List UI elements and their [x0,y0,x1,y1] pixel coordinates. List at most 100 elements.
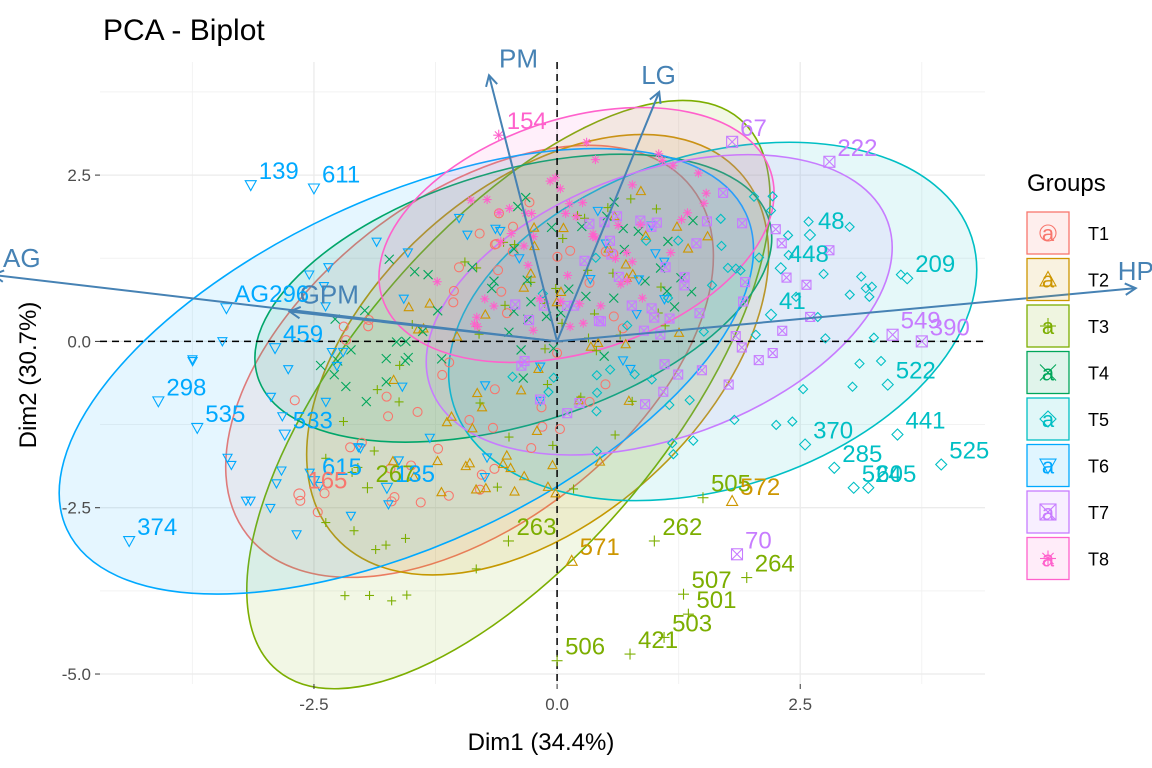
observation-point [451,330,463,341]
observation-point [636,220,646,230]
observation-point [765,205,777,216]
observation-point [701,216,712,227]
observation-point [608,293,619,304]
y-tick-label: -5.0 [62,665,91,684]
observation-point [424,433,436,444]
observation-point [276,412,288,422]
observation-point [437,369,448,381]
observation-label: 522 [896,358,936,385]
observation-point [633,226,644,237]
legend-item-t7: a T7 [1026,490,1109,534]
observation-point [388,374,400,385]
observation-label: 139 [259,158,299,185]
observation-point [649,249,661,259]
observation-point [702,230,714,241]
observation-point [565,322,575,332]
observation-point [627,257,637,267]
observation-point [591,369,603,381]
observation-point [679,280,690,291]
observation-point [722,262,734,274]
observation-label: 267 [375,461,415,488]
observation-point [489,276,499,287]
observation-point [561,208,571,218]
observation-point [340,381,351,392]
axis-ticks: -2.5 0.0 2.5 2.5 0.0 -2.5 -5.0 [62,166,812,714]
legend-key-glyph: a [1042,500,1055,525]
observation-point [513,254,525,264]
labeled-observation-point [798,438,812,451]
observation-point [550,173,560,183]
observation-point [466,422,478,433]
legend: a T1 a T2 a T3 a T4 a T5 a T6 a T7 a T8 [1026,211,1109,581]
observation-point [622,276,632,286]
observation-point [620,338,632,349]
observation-point [489,384,500,395]
observation-point [466,195,476,205]
observation-point [723,379,734,390]
observation-point [528,221,540,232]
observation-label: 41 [779,288,806,315]
observation-point [291,530,303,540]
observation-point [509,244,519,254]
observation-point [356,437,367,448]
observation-label: 525 [949,437,989,464]
observation-point [770,224,781,235]
observation-point [797,383,809,395]
legend-label: T1 [1088,224,1109,244]
observation-point [509,485,520,496]
observation-point [787,416,798,427]
observation-point [548,343,559,354]
observation-point [446,410,457,421]
observation-point [554,424,565,435]
observation-point [520,192,531,203]
observation-point [393,456,405,467]
observation-point [387,455,399,466]
labeled-observation-point [293,488,306,501]
observation-point [535,294,545,304]
observation-point [654,149,664,159]
labeled-observation-point [725,494,739,507]
observation-point [625,364,636,375]
observation-point [504,432,514,442]
observation-point [770,419,782,431]
observation-point [526,443,537,454]
observation-point [534,362,546,373]
observation-point [453,262,465,273]
observation-point [604,364,616,375]
observation-point [222,453,233,464]
labeled-observation-point [900,271,914,285]
y-tick-label: 0.0 [67,332,91,351]
labeled-observation-point [726,135,739,148]
observation-point [551,283,561,293]
observation-point [441,416,453,427]
observation-point [391,337,402,347]
observation-point [660,262,671,273]
observation-point [701,188,711,198]
observation-point [365,590,375,600]
observation-point [453,213,465,224]
variable-label: HPP [1118,256,1152,286]
observation-point [584,277,595,288]
observation-point [687,435,699,446]
legend-title: Groups [1027,170,1106,197]
observation-point [640,235,652,247]
observation-point [480,294,490,304]
observation-point [523,260,533,270]
observation-point [591,405,602,417]
observation-point [682,242,694,253]
observation-point [187,355,198,366]
observation-point [552,251,563,262]
observation-point [479,381,491,392]
observation-point [545,176,555,186]
legend-key-glyph: a [1042,547,1055,572]
observation-point [352,443,364,453]
labeled-observation-point [827,461,841,475]
observation-point [578,198,588,208]
observation-point [432,305,443,316]
observation-point [679,272,690,283]
observation-point [533,363,544,373]
observation-point [558,222,569,233]
observation-label: 605 [876,461,916,488]
observation-point [604,235,616,246]
legend-key [1026,443,1070,488]
